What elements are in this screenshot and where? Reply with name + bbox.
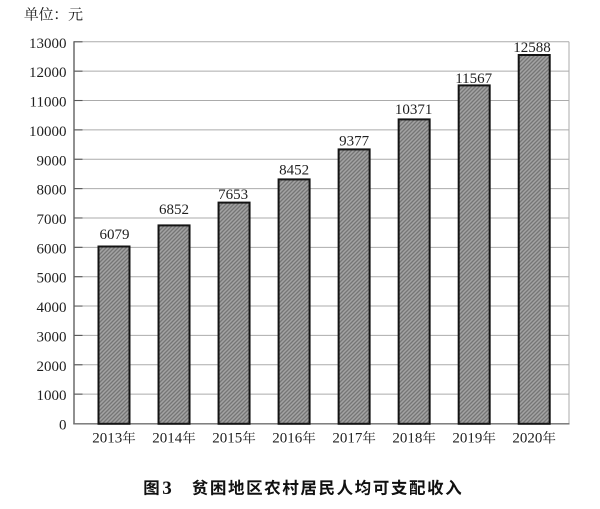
svg-text:9000: 9000 [37, 153, 67, 169]
svg-text:6852: 6852 [159, 202, 189, 218]
svg-text:4000: 4000 [37, 300, 67, 316]
svg-text:2020: 2020 [512, 431, 542, 447]
svg-text:13000: 13000 [29, 36, 67, 52]
svg-text:12000: 12000 [29, 65, 67, 81]
svg-text:5000: 5000 [37, 271, 67, 287]
svg-text:8452: 8452 [279, 162, 309, 178]
svg-text:2015: 2015 [212, 431, 242, 447]
svg-text:6000: 6000 [37, 241, 67, 257]
svg-text:11567: 11567 [455, 71, 492, 87]
svg-text:2014: 2014 [152, 431, 183, 447]
svg-text:3: 3 [162, 478, 172, 499]
svg-text:3000: 3000 [37, 329, 67, 345]
svg-text:2017: 2017 [332, 431, 363, 447]
svg-text:10371: 10371 [395, 102, 433, 118]
svg-text:7653: 7653 [218, 187, 248, 203]
svg-text:12588: 12588 [513, 40, 551, 56]
svg-text:2016: 2016 [272, 431, 303, 447]
svg-text:8000: 8000 [37, 183, 67, 199]
svg-text:10000: 10000 [29, 124, 67, 140]
svg-text:9377: 9377 [339, 134, 370, 150]
svg-text:7000: 7000 [37, 212, 67, 228]
svg-text:2013: 2013 [92, 431, 122, 447]
svg-text:2000: 2000 [37, 359, 67, 375]
svg-text:6079: 6079 [100, 227, 130, 243]
svg-text:2018: 2018 [392, 431, 422, 447]
svg-text:0: 0 [59, 418, 67, 434]
svg-text:1000: 1000 [37, 388, 67, 404]
svg-text:2019: 2019 [452, 431, 482, 447]
svg-text:11000: 11000 [30, 95, 67, 111]
